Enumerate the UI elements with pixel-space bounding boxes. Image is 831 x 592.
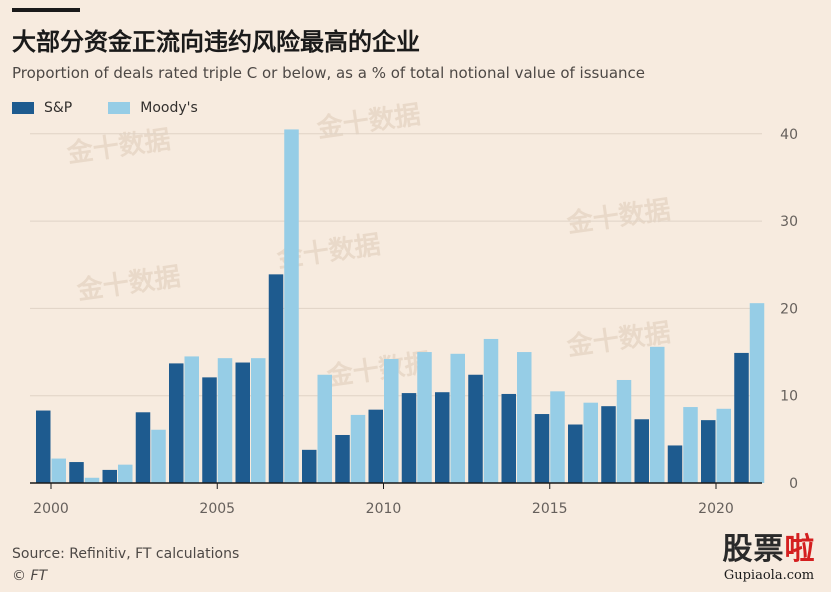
watermark-url: Gupiaola.com <box>723 568 815 583</box>
bar-sp-2018 <box>634 419 649 483</box>
bar-sp-2003 <box>135 412 151 483</box>
watermark-text: 金十数据 <box>564 194 672 239</box>
y-tick-label: 0 <box>789 476 798 492</box>
x-tick-label: 2020 <box>698 501 734 517</box>
watermark-text: 金十数据 <box>324 347 432 392</box>
bar-sp-2021 <box>734 352 749 483</box>
x-tick-label: 2010 <box>366 501 402 517</box>
bar-sp-2007 <box>268 274 284 483</box>
bar-sp-2011 <box>401 393 417 483</box>
bar-sp-2005 <box>202 377 217 483</box>
bar-moodys-2000 <box>51 458 66 483</box>
site-watermark-logo: 股票啦 Gupiaola.com <box>710 532 828 590</box>
bar-sp-2001 <box>69 462 84 483</box>
x-tick-label: 2005 <box>199 501 235 517</box>
bar-moodys-2019 <box>683 407 698 483</box>
bar-sp-2010 <box>368 409 383 483</box>
bar-sp-2008 <box>302 449 317 483</box>
x-tick-label: 2015 <box>532 501 568 517</box>
watermark-logo-red: 啦 <box>784 532 816 567</box>
watermark-text: 金十数据 <box>64 124 172 169</box>
bar-moodys-2018 <box>650 346 665 483</box>
bar-moodys-2006 <box>251 358 266 483</box>
bar-moodys-2014 <box>517 352 532 483</box>
bar-moodys-2020 <box>716 408 731 483</box>
chart-subtitle: Proportion of deals rated triple C or be… <box>12 64 646 82</box>
bar-sp-2006 <box>235 362 250 483</box>
legend: S&P Moody's <box>12 100 234 116</box>
y-tick-label: 10 <box>780 389 798 405</box>
bar-sp-2000 <box>36 410 51 483</box>
bar-sp-2016 <box>568 424 583 483</box>
chart-title: 大部分资金正流向违约风险最高的企业 <box>12 27 420 56</box>
watermark-logo-chars: 股票啦 <box>710 532 828 568</box>
watermark-logo-dark: 股票 <box>722 532 785 567</box>
watermark-text: 金十数据 <box>74 261 182 306</box>
bar-sp-2014 <box>501 393 516 483</box>
copyright-note: © FT <box>12 568 48 584</box>
legend-swatch-moodys <box>108 102 131 114</box>
bar-sp-2013 <box>468 374 483 483</box>
bar-moodys-2021 <box>749 303 765 483</box>
bar-sp-2004 <box>169 363 184 483</box>
bar-moodys-2012 <box>450 353 465 483</box>
legend-label-moodys: Moody's <box>140 100 198 116</box>
y-tick-label: 20 <box>780 301 798 317</box>
bar-sp-2002 <box>102 469 117 483</box>
legend-item-moodys: Moody's <box>108 100 198 116</box>
bar-moodys-2003 <box>151 429 166 483</box>
bar-sp-2020 <box>701 420 716 483</box>
x-tick-label: 2000 <box>33 501 69 517</box>
bar-moodys-2013 <box>483 338 499 483</box>
watermark-text: 金十数据 <box>314 99 422 144</box>
bar-sp-2019 <box>667 445 683 483</box>
bar-moodys-2017 <box>616 379 632 483</box>
legend-swatch-sp <box>12 102 34 114</box>
bar-moodys-2008 <box>317 374 332 483</box>
bar-sp-2017 <box>601 406 616 483</box>
legend-label-sp: S&P <box>44 100 73 116</box>
top-rule <box>12 8 80 12</box>
bar-moodys-2007 <box>284 129 299 483</box>
bar-sp-2012 <box>435 392 450 483</box>
bar-moodys-2010 <box>384 359 399 483</box>
bar-moodys-2011 <box>417 352 432 483</box>
bar-sp-2009 <box>335 434 350 483</box>
bar-moodys-2009 <box>350 414 366 483</box>
bar-sp-2015 <box>534 414 550 483</box>
bar-moodys-2016 <box>583 402 598 483</box>
bar-moodys-2015 <box>550 391 565 483</box>
bar-moodys-2001 <box>84 477 100 483</box>
legend-item-sp: S&P <box>12 100 72 116</box>
y-tick-label: 30 <box>780 214 798 230</box>
bar-moodys-2002 <box>118 464 133 483</box>
bar-moodys-2004 <box>184 356 199 483</box>
source-note: Source: Refinitiv, FT calculations <box>12 546 240 562</box>
bar-moodys-2005 <box>217 358 233 483</box>
y-tick-label: 40 <box>780 127 798 143</box>
